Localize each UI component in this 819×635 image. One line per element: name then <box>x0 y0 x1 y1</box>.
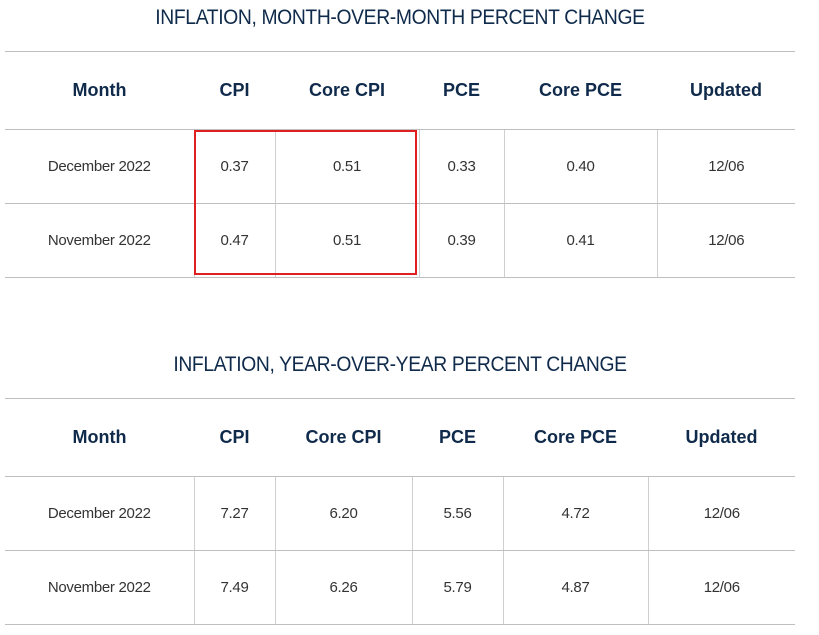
cell-core-cpi: 6.20 <box>274 476 412 551</box>
cell-updated: 12/06 <box>647 550 795 625</box>
cell-pce: 5.56 <box>411 476 503 551</box>
cell-core-pce: 4.72 <box>502 476 648 551</box>
table-row: December 2022 0.37 0.51 0.33 0.40 12/06 <box>5 129 795 204</box>
table-header-row: Month CPI Core CPI PCE Core PCE Updated <box>5 51 795 130</box>
cell-core-pce: 4.87 <box>502 550 648 625</box>
column-header-pce: PCE <box>419 51 504 130</box>
cell-core-cpi: 0.51 <box>274 203 419 278</box>
cell-pce: 0.39 <box>418 203 504 278</box>
table-row: November 2022 0.47 0.51 0.39 0.41 12/06 <box>5 203 795 278</box>
cell-month: November 2022 <box>5 550 194 625</box>
cell-updated: 12/06 <box>647 476 795 551</box>
column-header-updated: Updated <box>648 398 795 477</box>
cell-core-pce: 0.41 <box>503 203 657 278</box>
column-header-cpi: CPI <box>194 398 275 477</box>
column-header-core-pce: Core PCE <box>504 51 657 130</box>
cell-core-cpi: 6.26 <box>274 550 412 625</box>
mom-inflation-table: Month CPI Core CPI PCE Core PCE Updated … <box>5 51 795 278</box>
cell-core-pce: 0.40 <box>503 129 657 204</box>
column-header-month: Month <box>5 51 194 130</box>
yoy-table-title: INFLATION, YEAR-OVER-YEAR PERCENT CHANGE <box>173 353 627 376</box>
cell-cpi: 7.27 <box>193 476 275 551</box>
cell-updated: 12/06 <box>656 203 795 278</box>
cell-cpi: 0.47 <box>193 203 275 278</box>
column-header-month: Month <box>5 398 194 477</box>
column-header-pce: PCE <box>412 398 503 477</box>
cell-pce: 0.33 <box>418 129 504 204</box>
table-row: December 2022 7.27 6.20 5.56 4.72 12/06 <box>5 476 795 551</box>
column-header-cpi: CPI <box>194 51 275 130</box>
cell-cpi: 0.37 <box>193 129 275 204</box>
cell-updated: 12/06 <box>656 129 795 204</box>
table-row: November 2022 7.49 6.26 5.79 4.87 12/06 <box>5 550 795 625</box>
yoy-inflation-table: Month CPI Core CPI PCE Core PCE Updated … <box>5 398 795 625</box>
cell-pce: 5.79 <box>411 550 503 625</box>
table-header-row: Month CPI Core CPI PCE Core PCE Updated <box>5 398 795 477</box>
column-header-core-cpi: Core CPI <box>275 398 412 477</box>
cell-month: December 2022 <box>5 129 194 204</box>
cell-month: December 2022 <box>5 476 194 551</box>
mom-table-title: INFLATION, MONTH-OVER-MONTH PERCENT CHAN… <box>155 6 645 29</box>
cell-core-cpi: 0.51 <box>274 129 419 204</box>
column-header-core-cpi: Core CPI <box>275 51 419 130</box>
cell-month: November 2022 <box>5 203 194 278</box>
column-header-updated: Updated <box>657 51 795 130</box>
cell-cpi: 7.49 <box>193 550 275 625</box>
column-header-core-pce: Core PCE <box>503 398 648 477</box>
